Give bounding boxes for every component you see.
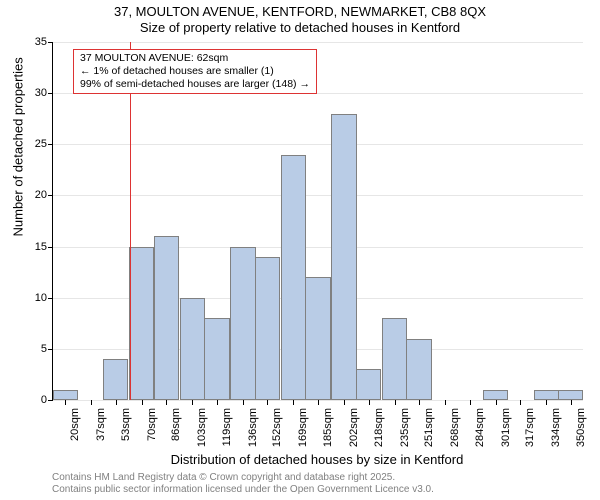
xtick-mark [142,400,143,405]
ytick-label: 20 [35,189,47,201]
xtick-mark [445,400,446,405]
ytick-mark [48,42,53,43]
ytick-mark [48,298,53,299]
xtick-label: 169sqm [297,408,309,447]
ytick-mark [48,93,53,94]
histogram-bar [154,236,179,400]
xtick-label: 185sqm [322,408,334,447]
xtick-label: 70sqm [146,408,158,441]
xtick-label: 119sqm [221,408,233,446]
plot-area: 37 MOULTON AVENUE: 62sqm ← 1% of detache… [52,42,583,401]
xtick-label: 86sqm [170,408,182,441]
xtick-label: 268sqm [449,408,461,447]
xtick-mark [520,400,521,405]
histogram-bar [204,318,229,400]
histogram-bar [230,247,255,400]
histogram-bar [356,369,381,400]
xtick-label: 53sqm [120,408,132,441]
gridline [53,195,583,196]
histogram-bar [406,339,431,400]
annotation-box: 37 MOULTON AVENUE: 62sqm ← 1% of detache… [73,49,317,94]
y-axis-label: Number of detached properties [11,201,26,237]
histogram-bar [255,257,280,400]
ytick-label: 5 [41,343,47,355]
histogram-bar [53,390,78,400]
ytick-label: 25 [35,138,47,150]
ytick-mark [48,195,53,196]
histogram-bar [331,114,356,400]
annotation-line-1: 37 MOULTON AVENUE: 62sqm [80,52,310,65]
annotation-line-2: ← 1% of detached houses are smaller (1) [80,65,310,78]
xtick-mark [369,400,370,405]
ytick-label: 15 [35,241,47,253]
histogram-bar [558,390,583,400]
xtick-mark [344,400,345,405]
ytick-mark [48,144,53,145]
ytick-mark [48,247,53,248]
ytick-mark [48,349,53,350]
xtick-mark [116,400,117,405]
xtick-mark [546,400,547,405]
histogram-bar [382,318,407,400]
histogram-bar [180,298,205,400]
histogram-bar [534,390,559,400]
xtick-mark [419,400,420,405]
footer-line-2: Contains public sector information licen… [52,484,434,495]
x-axis-label: Distribution of detached houses by size … [52,452,582,467]
chart-subtitle: Size of property relative to detached ho… [0,20,600,35]
annotation-line-3: 99% of semi-detached houses are larger (… [80,78,310,91]
xtick-mark [166,400,167,405]
chart-container: { "title": "37, MOULTON AVENUE, KENTFORD… [0,0,600,500]
xtick-label: 235sqm [399,408,411,447]
xtick-label: 218sqm [373,408,385,447]
chart-title: 37, MOULTON AVENUE, KENTFORD, NEWMARKET,… [0,4,600,19]
ytick-label: 0 [41,394,47,406]
ytick-label: 30 [35,87,47,99]
histogram-bar [483,390,508,400]
ytick-label: 35 [35,36,47,48]
footer-line-1: Contains HM Land Registry data © Crown c… [52,472,395,483]
xtick-mark [192,400,193,405]
gridline [53,42,583,43]
xtick-label: 317sqm [524,408,536,447]
xtick-label: 301sqm [500,408,512,447]
xtick-label: 350sqm [575,408,587,447]
xtick-mark [217,400,218,405]
xtick-label: 103sqm [196,408,208,447]
xtick-mark [91,400,92,405]
xtick-mark [65,400,66,405]
ytick-label: 10 [35,292,47,304]
histogram-bar [129,247,154,400]
xtick-label: 334sqm [550,408,562,447]
xtick-mark [571,400,572,405]
xtick-mark [395,400,396,405]
xtick-label: 20sqm [69,408,81,441]
gridline [53,144,583,145]
histogram-bar [103,359,128,400]
xtick-label: 136sqm [247,408,259,447]
histogram-bar [305,277,330,400]
xtick-mark [318,400,319,405]
xtick-label: 152sqm [271,408,283,447]
xtick-label: 37sqm [95,408,107,441]
histogram-bar [281,155,306,400]
reference-line [130,42,131,400]
xtick-label: 284sqm [474,408,486,447]
xtick-mark [267,400,268,405]
xtick-mark [470,400,471,405]
ytick-mark [48,400,53,401]
xtick-label: 251sqm [423,408,435,447]
xtick-mark [496,400,497,405]
xtick-label: 202sqm [348,408,360,447]
xtick-mark [243,400,244,405]
xtick-mark [293,400,294,405]
